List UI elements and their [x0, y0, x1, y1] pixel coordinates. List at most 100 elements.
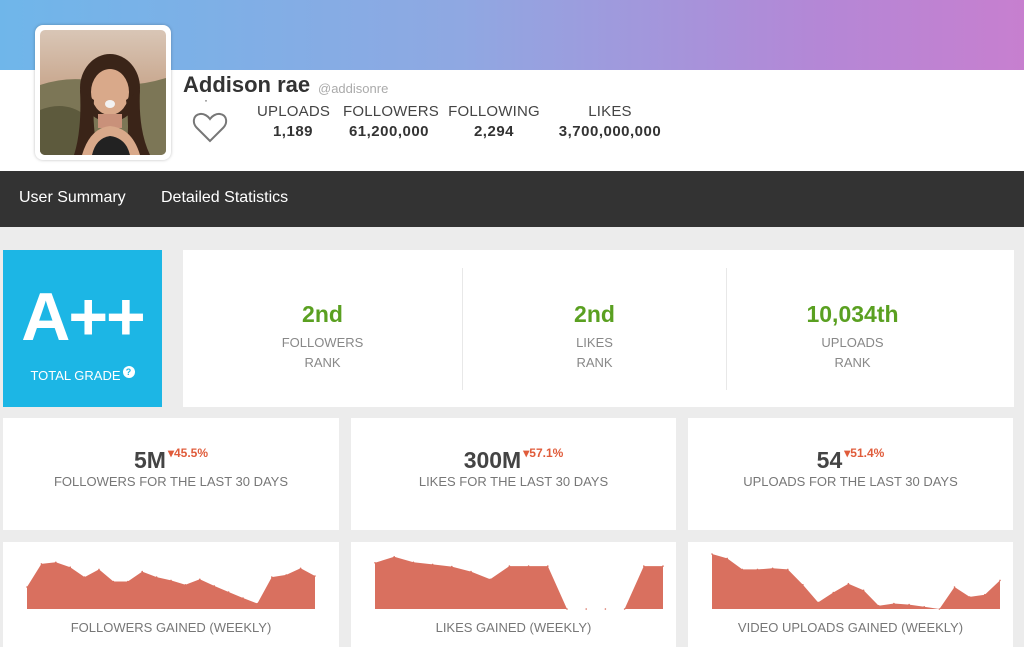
rank-label: UPLOADS RANK — [727, 333, 978, 373]
stat-value: 3,700,000,000 — [558, 123, 662, 140]
summary-value: 300M — [463, 447, 522, 473]
nav-bar: User Summary Detailed Statistics — [0, 171, 1024, 227]
change-percent: 51.4% — [850, 446, 885, 460]
chart-point — [756, 568, 759, 571]
decrease-indicator: ▾45.5% — [167, 446, 208, 460]
stat-label: FOLLOWING — [448, 103, 540, 120]
grade-label-row: TOTAL GRADE? — [3, 366, 162, 383]
rank-label-line: RANK — [576, 355, 613, 370]
video-uploads-gained-chart — [711, 553, 1001, 610]
rank-value: 10,034th — [806, 301, 899, 327]
chart-point — [741, 568, 744, 571]
chart-point — [847, 582, 850, 585]
chart-point — [127, 580, 129, 583]
stat-label: UPLOADS — [257, 103, 331, 120]
chart-point — [489, 578, 491, 581]
total-grade-card: A++ TOTAL GRADE? — [3, 250, 162, 407]
chart-point — [227, 591, 230, 593]
tab-detailed-statistics[interactable]: Detailed Statistics — [161, 189, 289, 206]
chart-point — [711, 553, 713, 555]
chart-area — [712, 554, 1000, 609]
chart-point — [170, 579, 172, 582]
chart-point — [412, 561, 415, 564]
rank-panel: 2nd FOLLOWERS RANK 2nd LIKES RANK 10,034… — [183, 250, 1014, 407]
chart-point — [285, 574, 288, 576]
chart-point — [374, 562, 376, 564]
rank-followers: 2nd FOLLOWERS RANK — [183, 250, 462, 407]
chart-point — [585, 608, 587, 610]
chart-point — [817, 601, 819, 604]
chart-point — [98, 568, 100, 571]
heart-icon[interactable] — [192, 110, 228, 144]
summary-value-row: 300M ▾57.1% — [351, 446, 676, 474]
profile-name: Addison rae — [183, 72, 311, 97]
chart-point — [938, 608, 941, 610]
separator-dot: · — [204, 93, 208, 107]
chart-point — [155, 576, 158, 578]
chart-point — [923, 606, 925, 608]
chart-point — [566, 608, 568, 610]
stat-label: LIKES — [588, 103, 632, 120]
likes-gained-chart — [374, 556, 664, 610]
chart-point — [213, 585, 215, 587]
summary-label: FOLLOWERS FOR THE LAST 30 DAYS — [53, 474, 289, 489]
chart-title: LIKES GAINED (WEEKLY) — [435, 620, 592, 635]
chart-point — [623, 608, 626, 610]
chart-point — [256, 602, 259, 605]
chart-point — [271, 576, 273, 578]
avatar-photo — [40, 30, 166, 155]
stat-label: FOLLOWERS — [343, 103, 439, 120]
stat-likes: LIKES 3,700,000,000 — [552, 103, 668, 140]
followers-30d-card: 5M ▾45.5% FOLLOWERS FOR THE LAST 30 DAYS — [3, 418, 339, 530]
chart-point — [604, 608, 607, 610]
decrease-indicator: ▾57.1% — [523, 446, 564, 460]
chart-point — [999, 579, 1001, 582]
rank-label-line: FOLLOWERS — [281, 335, 364, 350]
chart-point — [662, 565, 664, 567]
summary-value: 5M — [133, 447, 166, 473]
summary-value-row: 54 ▾51.4% — [688, 446, 1013, 474]
uploads-gained-chart-card: VIDEO UPLOADS GAINED (WEEKLY) — [688, 542, 1013, 647]
chart-point — [299, 567, 302, 570]
stat-followers: FOLLOWERS 61,200,000 — [343, 103, 439, 140]
chart-point — [112, 580, 115, 583]
rank-label-line: RANK — [304, 355, 341, 370]
chart-point — [862, 589, 865, 592]
chart-point — [643, 565, 645, 567]
chart-point — [527, 565, 530, 567]
chart-point — [431, 563, 434, 566]
chart-point — [802, 584, 804, 586]
chart-point — [508, 565, 511, 567]
stat-following: FOLLOWING 2,294 — [448, 103, 540, 140]
stat-value: 1,189 — [272, 123, 314, 140]
chart-point — [968, 596, 971, 598]
divider — [462, 268, 463, 390]
summary-label: UPLOADS FOR THE LAST 30 DAYS — [743, 474, 958, 489]
chart-point — [393, 556, 395, 558]
chart-point — [69, 566, 71, 568]
chart-area — [375, 556, 663, 609]
followers-gained-chart — [26, 561, 316, 609]
rank-value: 2nd — [574, 301, 615, 327]
chart-point — [314, 575, 316, 577]
chart-point — [83, 576, 86, 578]
chart-point — [470, 570, 472, 573]
chart-point — [877, 604, 880, 607]
likes-30d-card: 300M ▾57.1% LIKES FOR THE LAST 30 DAYS — [351, 418, 676, 530]
chart-point — [184, 584, 187, 586]
rank-label: LIKES RANK — [463, 333, 726, 373]
tab-user-summary[interactable]: User Summary — [19, 189, 126, 206]
summary-label: LIKES FOR THE LAST 30 DAYS — [418, 474, 609, 489]
rank-value: 2nd — [302, 301, 343, 327]
change-percent: 57.1% — [529, 446, 564, 460]
stat-uploads: UPLOADS 1,189 — [257, 103, 331, 140]
chart-title: FOLLOWERS GAINED (WEEKLY) — [70, 620, 272, 635]
grade-value: A++ — [21, 279, 146, 355]
rank-label: FOLLOWERS RANK — [183, 333, 462, 373]
chart-point — [953, 586, 956, 588]
change-percent: 45.5% — [173, 446, 208, 460]
help-icon[interactable]: ? — [122, 366, 135, 378]
rank-label-line: RANK — [834, 355, 871, 370]
chart-point — [893, 602, 895, 605]
chart-title: VIDEO UPLOADS GAINED (WEEKLY) — [737, 620, 964, 635]
